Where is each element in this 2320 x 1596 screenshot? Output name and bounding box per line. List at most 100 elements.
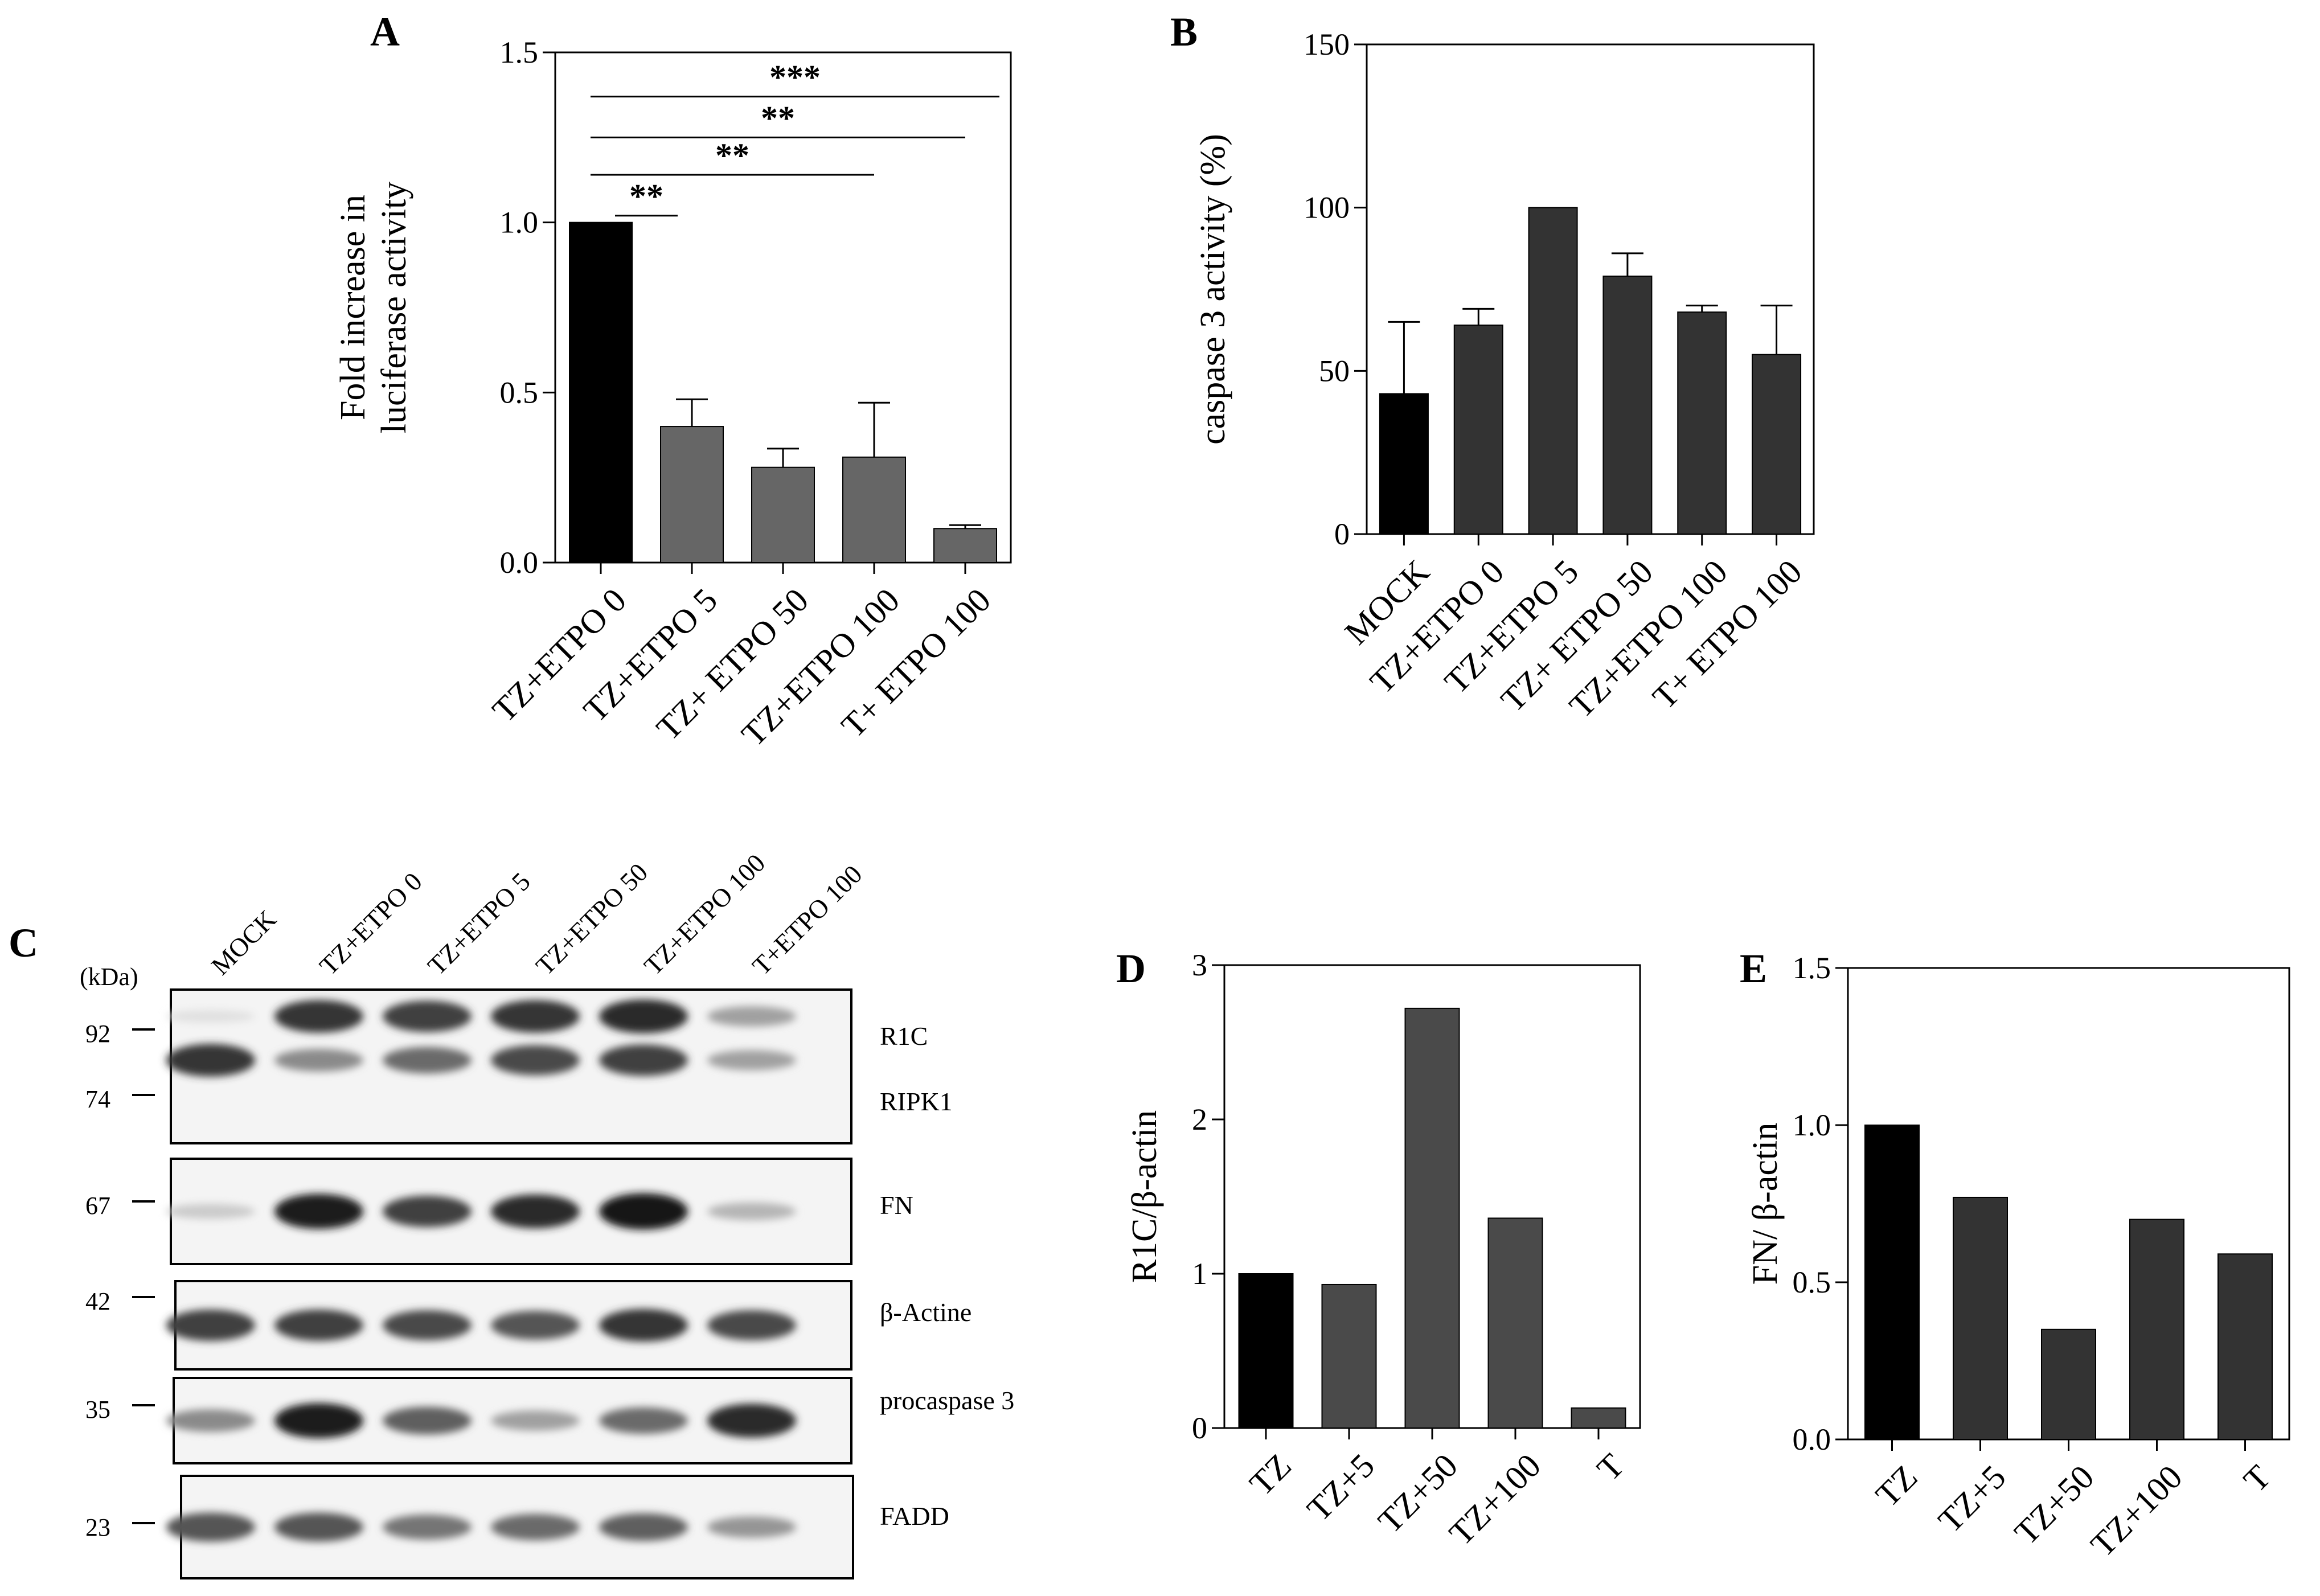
blot-band xyxy=(491,1045,580,1076)
panel-a-y-tick-label: 0.0 xyxy=(500,545,539,580)
panel-e-bar xyxy=(2041,1328,2096,1441)
panel-b-bar xyxy=(1528,207,1578,535)
blot-lane-label: TZ+ETPO 0 xyxy=(314,867,428,980)
panel-b-bar xyxy=(1453,325,1503,535)
panel-d-y-tick-label: 1 xyxy=(1192,1257,1207,1291)
blot-band xyxy=(707,1404,796,1438)
panel-e-bar xyxy=(1953,1196,2008,1440)
blot-band xyxy=(599,999,688,1033)
blot-band xyxy=(491,1311,580,1340)
panel-a-bar xyxy=(569,221,633,563)
blot-band xyxy=(599,1308,688,1342)
blot-band xyxy=(383,1047,472,1074)
panel-e-y-tick-label: 1.5 xyxy=(1793,951,1831,985)
panel-e-bar xyxy=(2129,1218,2184,1441)
blot-kda-marker: 74 xyxy=(85,1085,110,1113)
panel-b-bar xyxy=(1677,311,1727,535)
panel-d-bar xyxy=(1238,1273,1294,1429)
blot-protein-label: β-Actine xyxy=(880,1298,972,1327)
blot-band xyxy=(274,1049,363,1072)
panel-a-significance-stars: *** xyxy=(769,59,821,96)
panel-e-bar xyxy=(2217,1253,2273,1441)
panel-a-chart: 0.0 0.5 1.0 1.5 Fold increase in luciferase a… xyxy=(334,35,1012,754)
panel-a-significance-stars: ** xyxy=(761,99,795,137)
blot-kda-marker: 23 xyxy=(85,1513,110,1541)
panel-letter-b: B xyxy=(1170,9,1198,55)
panel-d-y-tick-label: 0 xyxy=(1192,1411,1207,1445)
panel-a-significance-stars: ** xyxy=(715,137,749,174)
panel-e-category-label: TZ+5 xyxy=(1931,1458,2013,1540)
blot-band xyxy=(166,1044,255,1077)
blot-band xyxy=(274,1000,363,1033)
panel-e-y-axis-label: FN/ β-actin xyxy=(1746,1123,1785,1285)
panel-d-y-tick-label: 3 xyxy=(1192,948,1207,982)
blot-band xyxy=(707,1516,796,1538)
blot-band xyxy=(383,1406,472,1435)
blot-lane-label: MOCK xyxy=(206,904,282,980)
panel-c-western-blot: MOCK TZ+ETPO 0TZ+ETPO 5TZ+ETPO 50TZ+ETPO … xyxy=(80,848,1014,1579)
blot-kda-marker: 67 xyxy=(85,1192,110,1220)
panel-d-y-tick-label: 2 xyxy=(1192,1102,1207,1137)
panel-b-bar xyxy=(1379,393,1429,535)
panel-e-y-tick-label: 1.0 xyxy=(1793,1108,1831,1142)
panel-letter-e: E xyxy=(1740,946,1767,991)
panel-e-category-label: T xyxy=(2236,1458,2278,1500)
blot-band xyxy=(491,1194,580,1229)
panel-letter-d: D xyxy=(1116,946,1146,991)
blot-band xyxy=(707,1203,796,1220)
blot-lane-label: TZ+ETPO 50 xyxy=(530,858,653,980)
panel-a-bar xyxy=(660,426,724,563)
panel-e-category-label: TZ xyxy=(1868,1458,1925,1515)
blot-band xyxy=(707,1310,796,1340)
blot-band xyxy=(599,1513,688,1541)
panel-b-y-tick-label: 100 xyxy=(1304,191,1350,225)
blot-band xyxy=(383,1514,472,1540)
panel-d-category-label: T xyxy=(1590,1447,1632,1488)
panel-b-bar xyxy=(1602,276,1653,535)
panel-e-y-tick-label: 0.0 xyxy=(1793,1422,1831,1456)
blot-kda-marker: 35 xyxy=(85,1396,110,1423)
panel-a-y-axis-label: Fold increase in xyxy=(334,195,372,420)
blot-band xyxy=(599,1044,688,1076)
blot-kda-marker: 92 xyxy=(85,1020,110,1048)
panel-a-bar xyxy=(751,466,815,563)
panel-e-category-label: TZ+100 xyxy=(2084,1458,2190,1564)
panel-b-y-axis-label: caspase 3 activity (%) xyxy=(1194,134,1232,445)
panel-e-y-tick-label: 0.5 xyxy=(1793,1265,1831,1299)
panel-a-bar xyxy=(842,456,906,563)
panel-a-y-axis-label: luciferase activity xyxy=(375,182,413,433)
blot-band xyxy=(383,1000,472,1032)
panel-d-bar xyxy=(1321,1283,1377,1429)
panel-d-bar xyxy=(1487,1217,1543,1429)
blot-band xyxy=(599,1407,688,1434)
blot-kda-marker: 42 xyxy=(85,1287,110,1315)
panel-a-y-tick-label: 1.5 xyxy=(500,35,539,69)
panel-a-y-tick-label: 1.0 xyxy=(500,206,539,240)
blot-band xyxy=(166,1010,255,1023)
blot-band xyxy=(707,1006,796,1027)
panel-d-bar xyxy=(1571,1407,1626,1429)
blot-kda-unit-label: (kDa) xyxy=(80,963,138,991)
panel-b-plot-frame xyxy=(1366,43,1815,535)
blot-band xyxy=(166,1204,255,1219)
blot-protein-label: FADD xyxy=(880,1501,949,1531)
blot-protein-label: RIPK1 xyxy=(880,1087,953,1116)
blot-band xyxy=(383,1195,472,1228)
panel-d-category-label: TZ+100 xyxy=(1442,1447,1548,1553)
panel-letter-a: A xyxy=(370,9,400,55)
panel-a-bar xyxy=(933,528,997,563)
blot-band xyxy=(383,1310,472,1340)
blot-band xyxy=(491,1410,580,1431)
panel-a-category-label: TZ+ETPO 100 xyxy=(734,581,907,754)
panel-e-bar xyxy=(1864,1125,1920,1440)
panel-letter-c: C xyxy=(9,920,38,966)
panel-d-y-axis-label: R1C/β-actin xyxy=(1125,1110,1164,1283)
blot-band xyxy=(491,1000,580,1033)
blot-band xyxy=(166,1409,255,1432)
blot-lane-label: TZ+ETPO 5 xyxy=(422,867,536,980)
panel-b-bar xyxy=(1752,354,1802,535)
blot-protein-label: FN xyxy=(880,1191,913,1220)
